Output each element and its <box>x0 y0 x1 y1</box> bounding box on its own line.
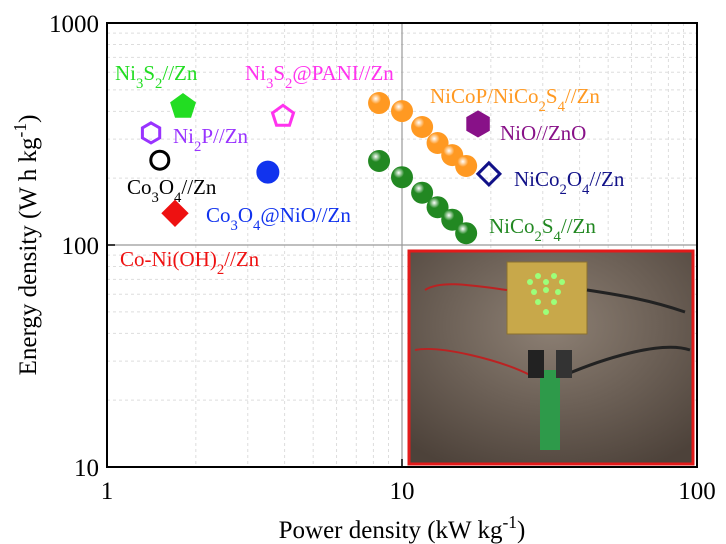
chart: 110100101001000Power density (kW kg-1)En… <box>0 0 726 544</box>
series-label: NiCoP/NiCo2S4//Zn <box>430 84 600 115</box>
y-tick-label: 100 <box>62 233 100 260</box>
point <box>171 94 196 118</box>
point <box>391 100 413 122</box>
x-tick-label: 10 <box>390 478 415 505</box>
series-label: Co3O4//Zn <box>127 175 217 206</box>
inset-photo <box>409 251 693 464</box>
series-label: Ni3S2//Zn <box>115 61 198 92</box>
point <box>391 166 413 188</box>
x-tick-label: 100 <box>678 478 716 505</box>
point <box>455 155 477 177</box>
x-axis-label: Power density (kW kg-1) <box>279 512 526 544</box>
point <box>273 105 294 125</box>
point <box>368 150 390 172</box>
series-label: Ni3S2@PANI//Zn <box>245 61 394 92</box>
point <box>455 222 477 244</box>
point <box>162 200 188 226</box>
point <box>142 123 159 143</box>
point <box>467 111 490 137</box>
y-tick-label: 1000 <box>49 11 99 38</box>
y-tick-label: 10 <box>74 455 99 482</box>
series-label: Co-Ni(OH)2//Zn <box>120 247 260 278</box>
series-label: Ni2P//Zn <box>173 124 249 155</box>
point <box>478 163 500 185</box>
series-label: NiO//ZnO <box>500 121 586 145</box>
series-label: Co3O4@NiO//Zn <box>206 203 351 234</box>
point <box>411 116 433 138</box>
point <box>368 92 390 114</box>
point <box>257 161 279 183</box>
point <box>151 151 169 169</box>
x-tick-label: 1 <box>101 478 114 505</box>
y-axis-label: Energy density (W h kg-1) <box>10 115 42 376</box>
